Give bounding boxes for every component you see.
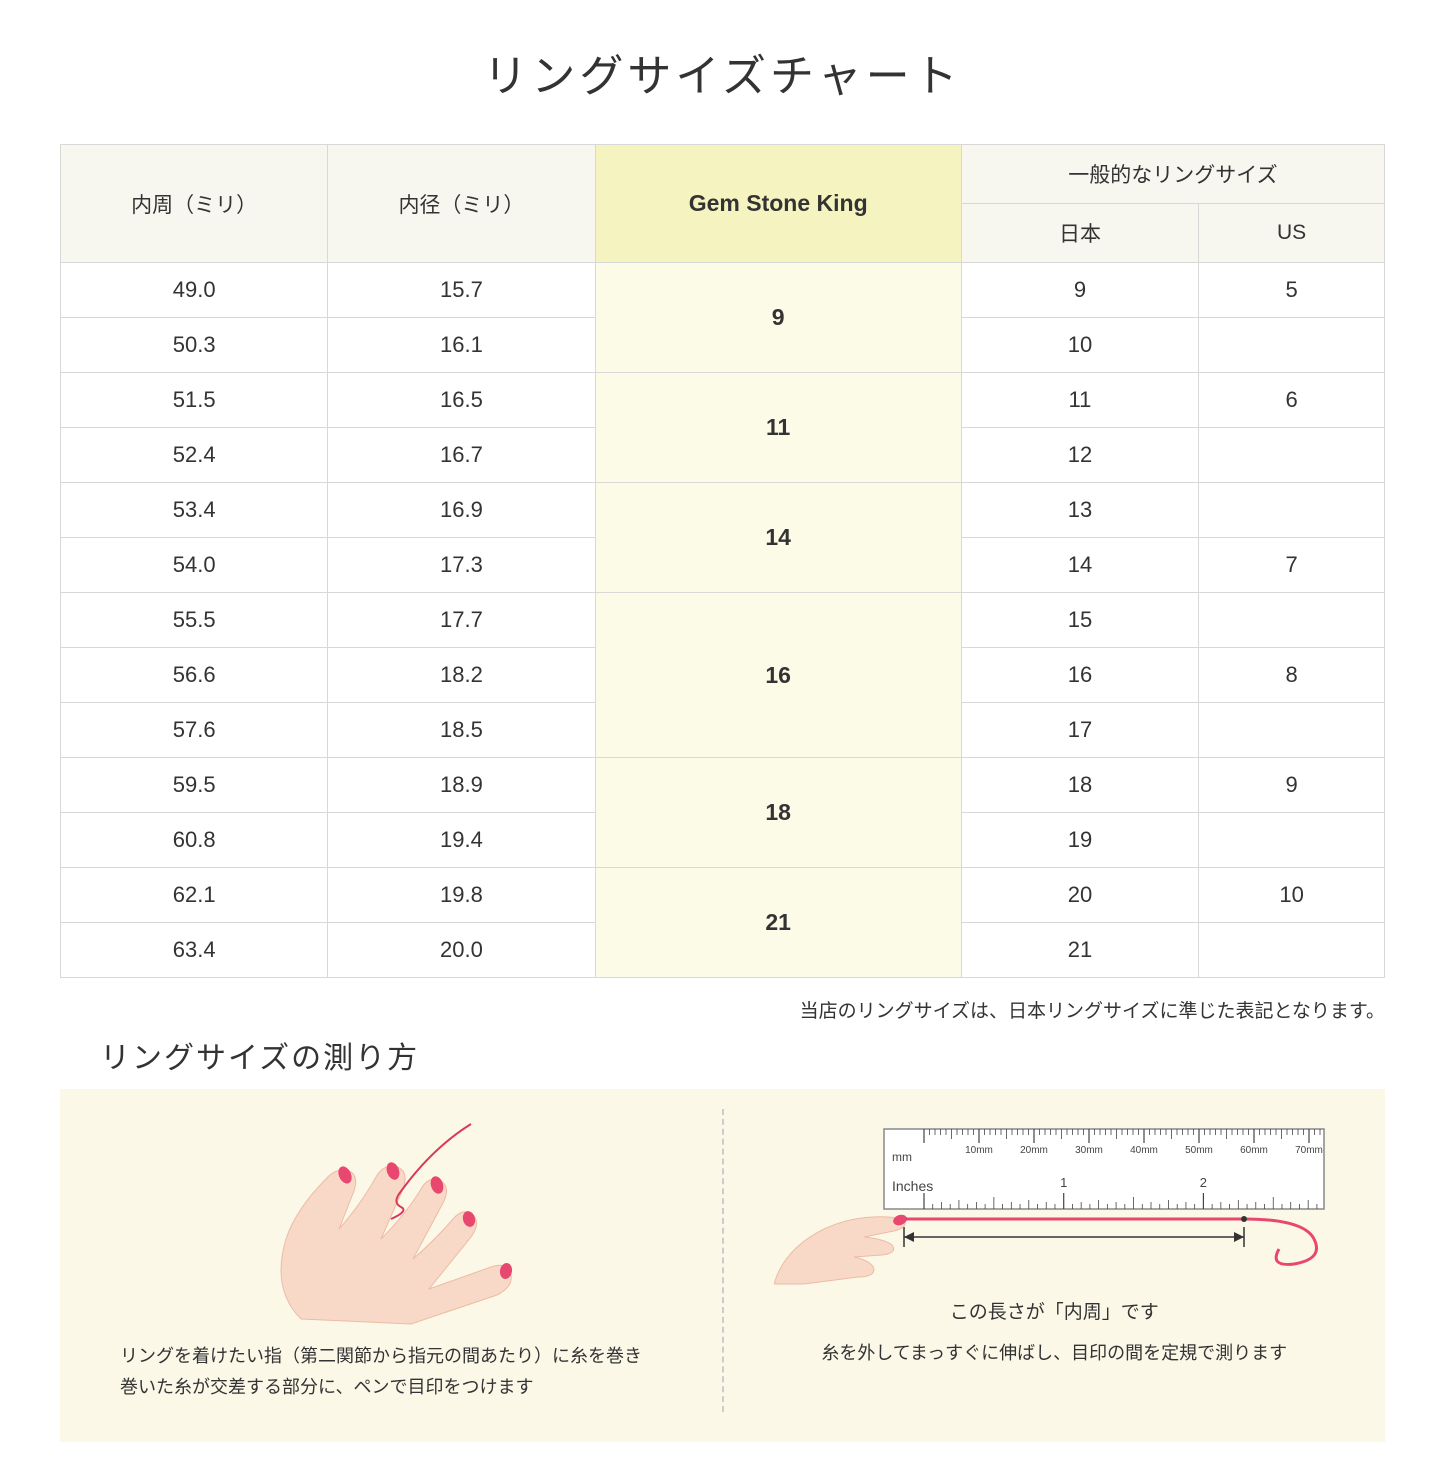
cell-japan: 16: [961, 648, 1198, 703]
cell-circumference: 54.0: [61, 538, 328, 593]
cell-circumference: 56.6: [61, 648, 328, 703]
svg-text:10mm: 10mm: [965, 1145, 993, 1156]
cell-circumference: 49.0: [61, 263, 328, 318]
col-common: 一般的なリングサイズ: [961, 145, 1384, 204]
svg-text:20mm: 20mm: [1020, 1145, 1048, 1156]
cell-gsk: 9: [595, 263, 961, 373]
cell-us: [1199, 428, 1385, 483]
table-row: 53.416.91413: [61, 483, 1385, 538]
cell-diameter: 16.5: [328, 373, 595, 428]
col-diameter: 内径（ミリ）: [328, 145, 595, 263]
howto-right-panel: mm Inches 10mm 20mm 30mm 40mm 50mm 60mm 70mm 1…: [734, 1109, 1376, 1412]
cell-us: 6: [1199, 373, 1385, 428]
cell-diameter: 17.7: [328, 593, 595, 648]
cell-us: 8: [1199, 648, 1385, 703]
svg-text:1: 1: [1060, 1175, 1067, 1190]
cell-us: 9: [1199, 758, 1385, 813]
table-row: 55.517.71615: [61, 593, 1385, 648]
cell-circumference: 51.5: [61, 373, 328, 428]
hand-wrap-illustration: [211, 1119, 571, 1329]
howto-right-caption: 糸を外してまっすぐに伸ばし、目印の間を定規で測ります: [754, 1338, 1356, 1369]
cell-diameter: 19.8: [328, 868, 595, 923]
cell-diameter: 16.7: [328, 428, 595, 483]
cell-us: 7: [1199, 538, 1385, 593]
cell-diameter: 19.4: [328, 813, 595, 868]
svg-text:40mm: 40mm: [1130, 1145, 1158, 1156]
cell-japan: 19: [961, 813, 1198, 868]
howto-title: リングサイズの測り方: [100, 1033, 1385, 1077]
cell-circumference: 63.4: [61, 923, 328, 978]
ring-size-table: 内周（ミリ） 内径（ミリ） Gem Stone King 一般的なリングサイズ …: [60, 144, 1385, 978]
svg-text:30mm: 30mm: [1075, 1145, 1103, 1156]
cell-japan: 14: [961, 538, 1198, 593]
cell-gsk: 14: [595, 483, 961, 593]
cell-gsk: 16: [595, 593, 961, 758]
cell-gsk: 11: [595, 373, 961, 483]
table-note: 当店のリングサイズは、日本リングサイズに準じた表記となります。: [60, 996, 1385, 1023]
cell-circumference: 59.5: [61, 758, 328, 813]
cell-diameter: 16.9: [328, 483, 595, 538]
arrow-label: この長さが「内周」です: [754, 1297, 1356, 1324]
ruler-illustration: mm Inches 10mm 20mm 30mm 40mm 50mm 60mm 70mm 1…: [774, 1119, 1334, 1289]
svg-text:Inches: Inches: [892, 1178, 933, 1194]
cell-diameter: 18.5: [328, 703, 595, 758]
cell-gsk: 18: [595, 758, 961, 868]
svg-text:mm: mm: [892, 1150, 912, 1164]
cell-japan: 10: [961, 318, 1198, 373]
cell-us: 10: [1199, 868, 1385, 923]
table-row: 49.015.7995: [61, 263, 1385, 318]
cell-japan: 20: [961, 868, 1198, 923]
howto-left-panel: リングを着けたい指（第二関節から指元の間あたり）に糸を巻き 巻いた糸が交差する部…: [70, 1109, 712, 1412]
cell-diameter: 20.0: [328, 923, 595, 978]
cell-circumference: 60.8: [61, 813, 328, 868]
cell-diameter: 17.3: [328, 538, 595, 593]
cell-circumference: 55.5: [61, 593, 328, 648]
cell-circumference: 57.6: [61, 703, 328, 758]
table-row: 59.518.918189: [61, 758, 1385, 813]
cell-japan: 12: [961, 428, 1198, 483]
cell-japan: 9: [961, 263, 1198, 318]
col-gsk: Gem Stone King: [595, 145, 961, 263]
page-title: リングサイズチャート: [60, 40, 1385, 104]
svg-text:70mm: 70mm: [1295, 1145, 1323, 1156]
col-japan: 日本: [961, 204, 1198, 263]
panel-divider: [722, 1109, 724, 1412]
cell-us: [1199, 923, 1385, 978]
cell-circumference: 50.3: [61, 318, 328, 373]
cell-diameter: 18.2: [328, 648, 595, 703]
cell-us: [1199, 318, 1385, 373]
cell-us: [1199, 483, 1385, 538]
howto-container: リングを着けたい指（第二関節から指元の間あたり）に糸を巻き 巻いた糸が交差する部…: [60, 1089, 1385, 1442]
svg-text:50mm: 50mm: [1185, 1145, 1213, 1156]
svg-text:2: 2: [1200, 1175, 1207, 1190]
cell-diameter: 16.1: [328, 318, 595, 373]
svg-text:60mm: 60mm: [1240, 1145, 1268, 1156]
cell-japan: 17: [961, 703, 1198, 758]
cell-diameter: 18.9: [328, 758, 595, 813]
cell-circumference: 52.4: [61, 428, 328, 483]
howto-left-caption: リングを着けたい指（第二関節から指元の間あたり）に糸を巻き 巻いた糸が交差する部…: [90, 1341, 692, 1402]
cell-us: [1199, 593, 1385, 648]
cell-japan: 15: [961, 593, 1198, 648]
cell-diameter: 15.7: [328, 263, 595, 318]
cell-us: [1199, 813, 1385, 868]
col-us: US: [1199, 204, 1385, 263]
cell-circumference: 62.1: [61, 868, 328, 923]
cell-japan: 21: [961, 923, 1198, 978]
col-circumference: 内周（ミリ）: [61, 145, 328, 263]
cell-gsk: 21: [595, 868, 961, 978]
table-row: 62.119.8212010: [61, 868, 1385, 923]
cell-japan: 13: [961, 483, 1198, 538]
cell-japan: 18: [961, 758, 1198, 813]
table-row: 51.516.511116: [61, 373, 1385, 428]
cell-us: [1199, 703, 1385, 758]
cell-japan: 11: [961, 373, 1198, 428]
cell-circumference: 53.4: [61, 483, 328, 538]
cell-us: 5: [1199, 263, 1385, 318]
